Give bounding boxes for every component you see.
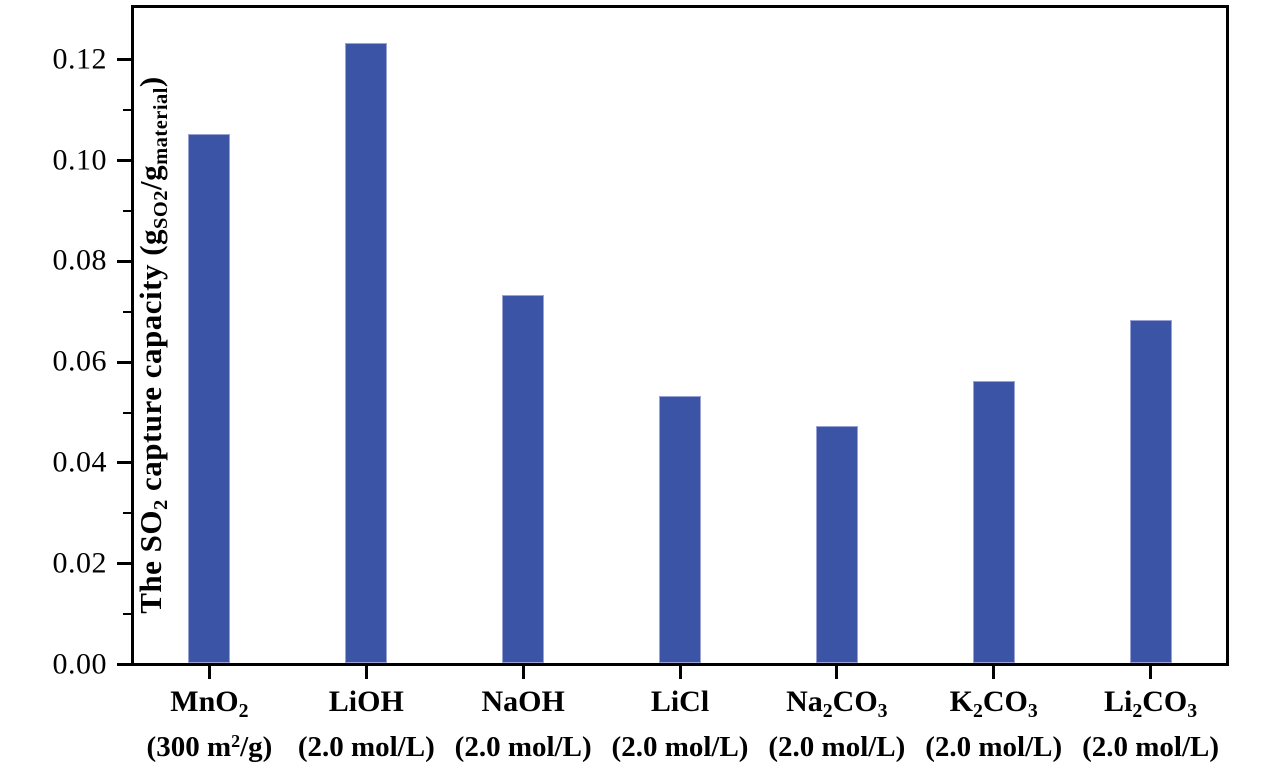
y-tick-label: 0.12 <box>52 42 107 76</box>
y-minor-tick <box>123 613 131 616</box>
x-category-detail: (2.0 mol/L) <box>297 731 435 763</box>
y-major-tick <box>117 259 131 263</box>
y-major-tick <box>117 562 131 566</box>
x-category-detail: (2.0 mol/L) <box>454 731 592 763</box>
x-category-detail: (2.0 mol/L) <box>925 731 1063 763</box>
x-category-formula: LiOH <box>328 685 404 718</box>
bar-LiOH <box>345 43 388 663</box>
y-tick-label: 0.06 <box>52 344 107 378</box>
x-category-label-Li2CO3: Li2CO3 (2.0 mol/L) <box>1041 684 1261 765</box>
x-category-detail: (300 m2/g) <box>146 731 273 763</box>
x-category-formula: MnO2 <box>170 685 249 722</box>
x-tick <box>678 666 682 679</box>
y-major-tick <box>117 360 131 364</box>
y-major-tick <box>117 663 131 666</box>
y-major-tick <box>117 461 131 465</box>
x-category-formula: NaOH <box>481 685 565 718</box>
y-tick-label: 0.08 <box>52 243 107 277</box>
x-tick <box>207 666 211 679</box>
y-tick-label: 0.00 <box>52 646 107 680</box>
x-tick <box>521 666 525 679</box>
x-category-label-NaOH: NaOH (2.0 mol/L) <box>413 684 633 765</box>
y-tick-label: 0.02 <box>52 546 107 580</box>
y-minor-tick <box>123 310 131 313</box>
x-tick <box>992 666 996 679</box>
x-category-detail: (2.0 mol/L) <box>768 731 906 763</box>
y-minor-tick <box>123 210 131 213</box>
plot-area: 0.00 0.02 0.04 0.06 0.08 0.10 0.12 The SO2 cap… <box>53 5 1229 680</box>
y-major-tick <box>117 58 131 62</box>
y-axis-title: The SO2 capture capacity (gSO2/gmaterial… <box>133 76 172 614</box>
x-category-label-MnO2: MnO2 (300 m2/g) <box>99 684 319 765</box>
x-category-formula: Na2CO3 <box>786 685 888 722</box>
y-tick-label: 0.10 <box>52 142 107 176</box>
bar-MnO2 <box>188 133 231 663</box>
x-category-label-Na2CO3: Na2CO3 (2.0 mol/L) <box>727 684 947 765</box>
bar-LiCl <box>659 395 701 663</box>
y-tick-label: 0.04 <box>52 445 107 479</box>
x-category-detail: (2.0 mol/L) <box>1082 731 1220 763</box>
x-category-label-LiCl: LiCl (2.0 mol/L) <box>570 684 790 765</box>
x-category-formula: Li2CO3 <box>1103 685 1198 722</box>
x-tick <box>1149 666 1153 679</box>
y-minor-tick <box>123 411 131 414</box>
y-minor-tick <box>123 109 131 112</box>
x-category-label-K2CO3: K2CO3 (2.0 mol/L) <box>884 684 1104 765</box>
x-tick <box>364 666 368 679</box>
y-minor-tick <box>123 512 131 515</box>
bar-Li2CO3 <box>1129 320 1172 663</box>
x-category-formula: LiCl <box>650 685 710 718</box>
bar-K2CO3 <box>972 380 1015 663</box>
x-tick <box>835 666 839 679</box>
x-category-label-LiOH: LiOH (2.0 mol/L) <box>256 684 476 765</box>
x-category-formula: K2CO3 <box>949 685 1038 722</box>
bar-Na2CO3 <box>815 426 858 663</box>
bar-NaOH <box>502 295 545 663</box>
y-major-tick <box>117 159 131 163</box>
x-category-detail: (2.0 mol/L) <box>611 731 749 763</box>
